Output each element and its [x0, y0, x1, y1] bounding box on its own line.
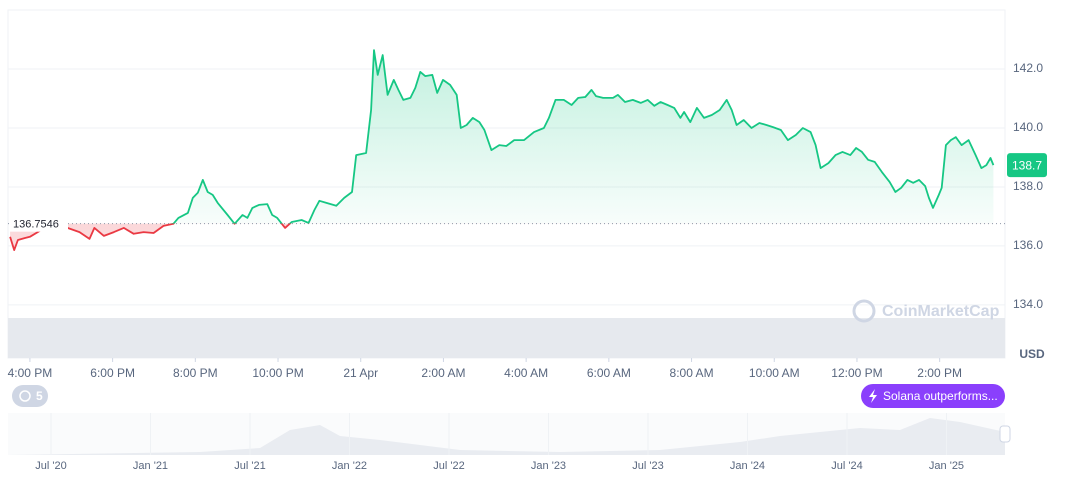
navigator-label: Jan '22 — [332, 460, 367, 472]
x-tick-label: 10:00 PM — [252, 366, 303, 380]
navigator-label: Jul '23 — [632, 460, 663, 472]
y-tick-label: 134.0 — [1013, 297, 1043, 311]
baseline-label: 136.7546 — [13, 219, 59, 231]
navigator: Jul '20 Jan '21 Jul '21 Jan '22 Jul '22 Jan '… — [8, 413, 1011, 472]
navigator-label: Jul '22 — [433, 460, 464, 472]
x-tick-label: 4:00 AM — [504, 366, 548, 380]
y-tick-label: 140.0 — [1013, 120, 1043, 134]
history-badge[interactable]: 5 — [12, 385, 48, 407]
baseline-label-bg — [10, 215, 68, 232]
x-tick-label: 12:00 PM — [831, 366, 882, 380]
navigator-label: Jul '24 — [831, 460, 862, 472]
navigator-label: Jul '21 — [234, 460, 265, 472]
watermark-logo — [852, 299, 876, 323]
navigator-label: Jan '21 — [133, 460, 168, 472]
x-tick-label: 2:00 PM — [917, 366, 962, 380]
area — [10, 50, 994, 251]
y-tick-label: 136.0 — [1013, 238, 1043, 252]
navigator-label: Jul '20 — [35, 460, 66, 472]
price-line — [9, 49, 995, 251]
x-tick-label: 6:00 PM — [90, 366, 135, 380]
navigator-area — [8, 418, 1005, 455]
history-count: 5 — [36, 389, 43, 403]
x-tick-label: 21 Apr — [343, 366, 378, 380]
watermark-text: CoinMarketCap — [882, 303, 1000, 320]
y-tick-label: 142.0 — [1013, 61, 1043, 75]
alert-text: Solana outperforms... — [883, 389, 998, 403]
alert-pill[interactable] — [861, 384, 1005, 408]
x-tick-label: 4:00 PM — [8, 366, 53, 380]
watermark: CoinMarketCap — [852, 299, 1000, 323]
alert-icon — [869, 389, 877, 403]
x-tick-label: 6:00 AM — [587, 366, 631, 380]
history-icon — [19, 390, 31, 402]
x-tick-label: 2:00 AM — [421, 366, 465, 380]
navigator-label: Jan '25 — [929, 460, 964, 472]
last-price-badge — [1007, 153, 1047, 178]
last-price-label: 138.7 — [1012, 158, 1042, 172]
navigator-handle[interactable] — [999, 425, 1011, 443]
navigator-label: Jan '24 — [730, 460, 765, 472]
volume-band — [8, 318, 1005, 358]
y-tick-label: 138.0 — [1013, 179, 1043, 193]
x-tick-label: 8:00 PM — [173, 366, 218, 380]
x-tick-label: 10:00 AM — [749, 366, 800, 380]
navigator-label: Jan '23 — [531, 460, 566, 472]
currency-label: USD — [1019, 347, 1045, 361]
alert-badge[interactable]: Solana outperforms... — [861, 384, 1005, 408]
x-tick-label: 8:00 AM — [670, 366, 714, 380]
